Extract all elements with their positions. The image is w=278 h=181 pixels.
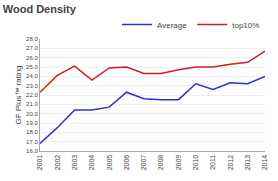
svg-text:28.0: 28.0: [26, 36, 38, 42]
svg-text:2007: 2007: [140, 155, 147, 171]
svg-text:27.0: 27.0: [26, 45, 38, 51]
svg-text:Wood Density: Wood Density: [3, 3, 77, 15]
svg-text:16.0: 16.0: [26, 148, 38, 154]
svg-text:20.0: 20.0: [26, 111, 38, 117]
svg-text:24.0: 24.0: [26, 73, 38, 79]
svg-text:18.0: 18.0: [26, 129, 38, 135]
svg-text:2014: 2014: [261, 155, 268, 171]
svg-text:2010: 2010: [192, 155, 199, 171]
svg-text:2005: 2005: [106, 155, 113, 171]
svg-text:2004: 2004: [88, 155, 95, 171]
svg-text:2012: 2012: [227, 155, 234, 171]
svg-text:2008: 2008: [157, 155, 164, 171]
svg-text:26.0: 26.0: [26, 55, 38, 61]
svg-text:25.0: 25.0: [26, 64, 38, 70]
svg-text:2003: 2003: [71, 155, 78, 171]
svg-text:19.0: 19.0: [26, 120, 38, 126]
svg-text:2002: 2002: [54, 155, 61, 171]
svg-text:23.0: 23.0: [26, 83, 38, 89]
svg-text:17.0: 17.0: [26, 139, 38, 145]
svg-text:22.0: 22.0: [26, 92, 38, 98]
svg-text:2006: 2006: [123, 155, 130, 171]
svg-text:top10%: top10%: [232, 21, 259, 30]
svg-text:Average: Average: [157, 21, 187, 30]
svg-text:2001: 2001: [36, 155, 43, 171]
svg-text:2013: 2013: [244, 155, 251, 171]
svg-text:GF Plus™ rating: GF Plus™ rating: [14, 65, 23, 124]
svg-text:2009: 2009: [175, 155, 182, 171]
svg-text:21.0: 21.0: [26, 101, 38, 107]
svg-text:2011: 2011: [209, 155, 216, 170]
